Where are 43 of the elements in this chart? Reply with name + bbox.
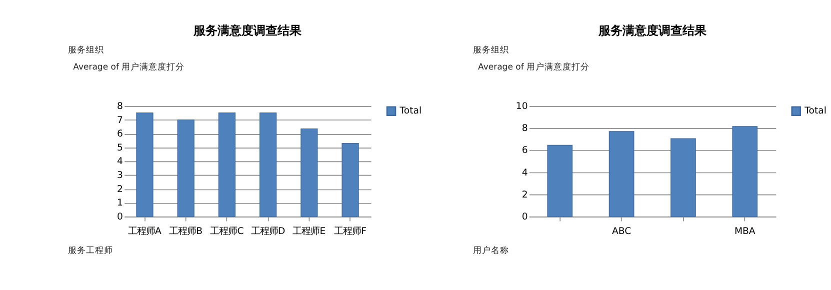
y-tick-label: 6: [116, 128, 123, 140]
y-tick-label: 2: [116, 184, 123, 195]
bar: [342, 142, 359, 217]
y-tick-label: 10: [516, 100, 528, 112]
legend-label: Total: [804, 106, 826, 117]
x-tick-label: ABC: [612, 226, 632, 237]
x-tick-label: 工程师D: [250, 226, 286, 237]
chart-title: 服务满意度调查结果: [192, 24, 303, 38]
x-tick-label: 工程师E: [292, 226, 326, 237]
x-tick-label: MBA: [734, 226, 756, 237]
y-tick-label: 6: [522, 145, 528, 156]
y-tick-label: 4: [116, 156, 123, 168]
y-tick-label: 3: [116, 170, 123, 182]
x-tick-label: 工程师A: [128, 226, 162, 237]
text: Average of 用户满意度打分: [478, 61, 590, 72]
text: Average of 用户满意度打分: [73, 61, 185, 72]
y-tick-label: 2: [522, 189, 528, 200]
bar: [608, 131, 634, 217]
y-tick-label: 5: [116, 142, 123, 154]
y-tick-label: 4: [522, 167, 528, 178]
bar: [732, 126, 758, 217]
y-tick-label: 8: [522, 123, 528, 134]
legend-label: Total: [398, 106, 422, 117]
y-tick-label: 7: [116, 114, 123, 126]
chart-title: 服务满意度调查结果: [597, 24, 708, 38]
bar: [300, 128, 318, 217]
bar: [177, 119, 194, 217]
text: 服务组织: [68, 44, 104, 56]
x-tick-label: 工程师B: [169, 226, 203, 237]
bar: [218, 112, 236, 217]
text: 服务组织: [472, 44, 509, 56]
text: 用户名称: [472, 245, 509, 256]
y-tick-label: 1: [116, 198, 123, 209]
y-tick-label: 8: [116, 100, 123, 112]
x-tick-label: 工程师F: [334, 226, 366, 237]
y-tick-label: 0: [116, 212, 123, 223]
bar: [547, 144, 573, 217]
text: 服务工程师: [68, 245, 114, 256]
bar: [670, 138, 696, 217]
bar: [260, 112, 277, 217]
bar: [136, 112, 154, 217]
x-tick-label: 工程师C: [210, 226, 244, 237]
y-tick-label: 0: [522, 212, 528, 223]
